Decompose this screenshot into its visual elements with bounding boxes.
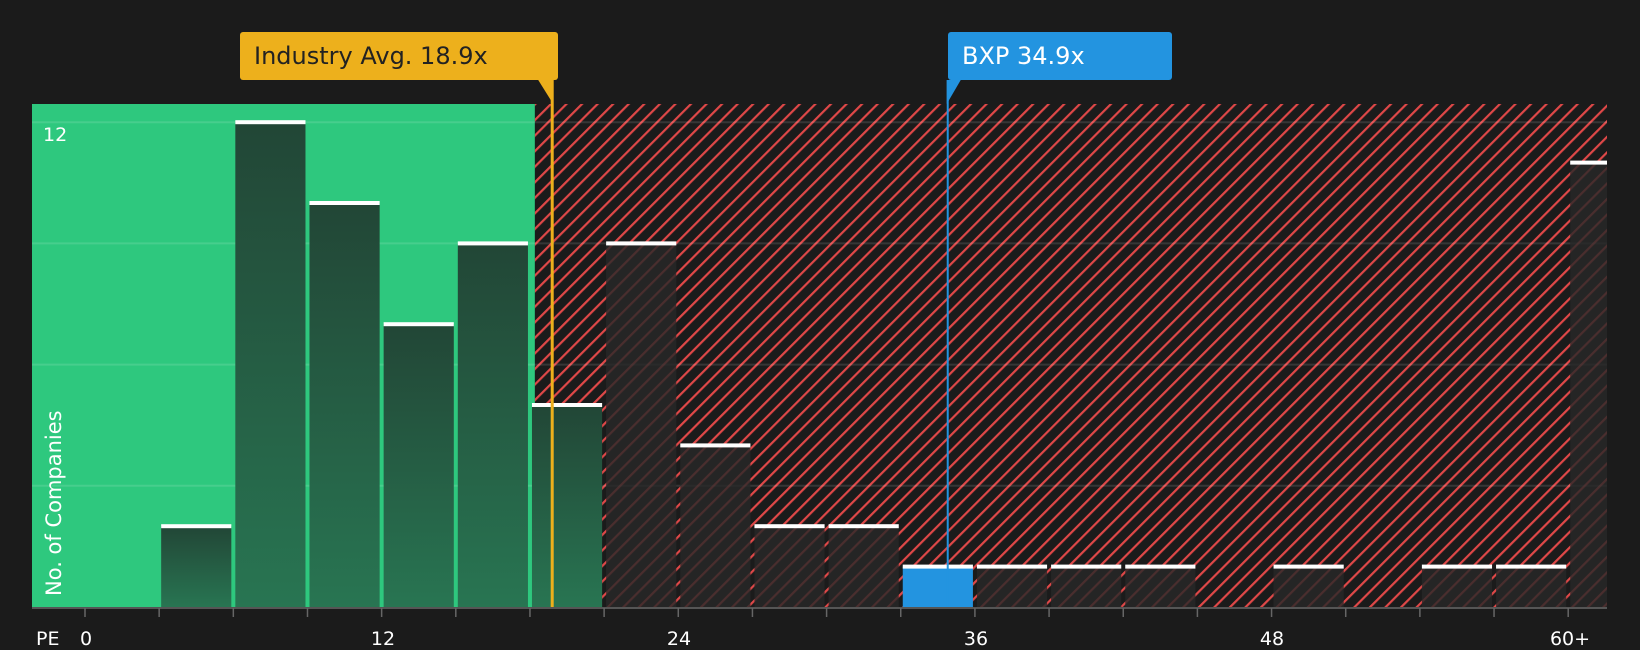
histogram-bar xyxy=(235,122,306,607)
bar-top-marker xyxy=(1570,160,1607,165)
bar-top-marker xyxy=(1051,564,1122,569)
company-callout-pointer xyxy=(946,80,961,104)
industry-average-callout: Industry Avg. 18.9x xyxy=(240,32,558,80)
bar-top-marker xyxy=(828,524,899,529)
histogram-bar xyxy=(309,203,380,607)
histogram-bar xyxy=(1125,566,1196,607)
bar-top-marker xyxy=(531,403,603,407)
y-tick-12: 12 xyxy=(43,124,68,146)
x-tick-24: 24 xyxy=(666,628,692,650)
histogram-bar xyxy=(680,445,751,607)
company-pe-callout: BXP 34.9x xyxy=(948,32,1172,80)
x-tick-60plus: 60+ xyxy=(1549,628,1591,650)
histogram-bar xyxy=(161,526,232,607)
x-tick-48: 48 xyxy=(1259,628,1285,650)
histogram-bar xyxy=(457,243,528,607)
histogram-bar xyxy=(1051,566,1122,607)
bar-top-marker xyxy=(235,120,306,125)
company-pe-label: BXP 34.9x xyxy=(962,42,1085,70)
bar-top-marker xyxy=(606,241,677,246)
x-tick-12: 12 xyxy=(370,628,396,650)
bar-top-marker xyxy=(1421,564,1493,569)
histogram-bar xyxy=(828,526,899,607)
bar-top-marker xyxy=(754,524,825,529)
histogram-bar xyxy=(754,526,825,607)
bar-top-marker xyxy=(976,564,1048,569)
histogram-bar xyxy=(606,243,677,607)
histogram-bar xyxy=(902,566,973,607)
bar-top-marker xyxy=(161,524,232,529)
industry-callout-pointer xyxy=(538,80,554,104)
histogram-bar xyxy=(1496,566,1567,607)
bar-top-marker xyxy=(1273,564,1344,569)
bar-top-marker xyxy=(1496,564,1567,569)
reference-lines xyxy=(538,80,961,607)
histogram-bars xyxy=(161,120,1607,607)
bar-top-marker xyxy=(457,241,528,246)
bar-top-marker xyxy=(309,201,380,205)
x-axis xyxy=(32,607,1607,617)
histogram-bar xyxy=(1273,566,1344,607)
histogram-bar xyxy=(383,324,454,607)
histogram-bar xyxy=(1421,566,1493,607)
bar-top-marker xyxy=(383,322,454,327)
industry-average-label: Industry Avg. 18.9x xyxy=(254,42,488,70)
bar-top-marker xyxy=(1125,564,1196,569)
histogram-bar xyxy=(1570,162,1607,607)
bar-top-marker xyxy=(902,564,973,569)
x-axis-prefix: PE xyxy=(36,628,60,650)
y-axis-title: No. of Companies xyxy=(42,410,66,596)
histogram-bar xyxy=(531,405,603,607)
histogram-bar xyxy=(976,566,1048,607)
x-tick-0: 0 xyxy=(79,628,93,650)
bar-top-marker xyxy=(680,443,751,448)
x-tick-36: 36 xyxy=(963,628,989,650)
